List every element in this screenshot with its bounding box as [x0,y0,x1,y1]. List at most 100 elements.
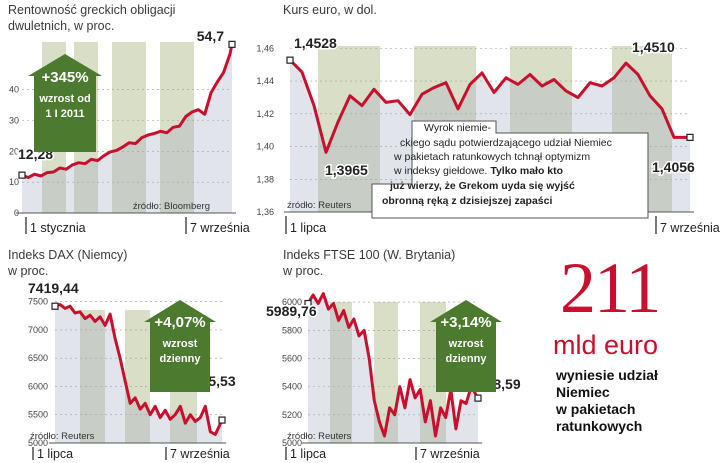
eur-value-label: 1,4528 [294,35,337,51]
bonds-badge-text: 1 I 2011 [45,108,84,120]
dax-title-line: Indeks DAX (Niemcy) [8,248,128,262]
eur-x-label: 1 lipca [290,221,326,235]
eur-y-tick-label: 1,36 [256,207,274,217]
dax-y-tick-label: 6500 [28,353,48,363]
bonds-source-label: źródło: Bloomberg [133,201,210,212]
eur-note-text: w indeksy giełdowe. [393,165,490,177]
ftse-endpoint-marker [304,299,312,308]
ftse-growth-arrow-icon [430,300,502,392]
eur-y-tick-label: 1,44 [256,76,274,86]
bonds-growth-arrow-icon [28,54,102,152]
highlight-number: 211 [560,248,661,328]
eur-chart-title: Kurs euro, w dol. [283,2,377,18]
highlight-unit: mld euro [553,330,659,360]
bonds-badge-text: wzrost od [38,93,90,105]
eur-endpoint-marker [686,133,694,141]
dax-background-band [125,310,150,443]
ftse-x-label: 7 września [420,447,480,461]
bonds-y-tick-label: 30 [9,116,19,126]
bonds-x-label: 1 stycznia [30,221,86,235]
highlight-description-line: ratunkowych [556,418,643,434]
eur-note-text: obronną ręką z dzisiejszej zapaści [382,195,552,207]
dax-badge-text: +4,07% [154,314,205,331]
eur-background-band [318,46,380,212]
eur-note-box [371,120,649,219]
eur-value-label: 1,4056 [652,159,695,175]
eur-note-line: w pakietach ratunkowych tchnął optymizm [393,151,590,163]
dax-endpoint-marker [218,416,226,424]
bonds-endpoint-marker [18,171,26,179]
eur-x-label: 7 września [660,221,720,235]
ftse-endpoint-marker [474,394,482,402]
dax-y-tick-label: 7000 [28,325,48,335]
dax-chart-title: Indeks DAX (Niemcy) w proc. [8,247,127,279]
eur-value-label: 1,4510 [632,39,675,55]
dax-y-tick-label: 5000 [28,438,48,448]
bonds-chart-title: Rentowność greckich obligacji dwuletnich… [8,2,175,34]
eur-y-tick-label: 1,38 [256,174,274,184]
bonds-series-area [22,44,232,213]
ftse-value-label: 5989,76 [266,303,317,319]
dax-title-line: w proc. [8,264,49,278]
eur-y-tick-label: 1,46 [256,43,274,53]
ftse-source-label: źródło: Reuters [287,431,352,442]
highlight-description-line: Niemiec [556,384,610,400]
ftse-series-area [308,293,478,443]
dax-source-label: źródło: Reuters [30,431,95,442]
ftse-y-tick-label: 5200 [282,410,302,420]
bonds-y-tick-label: 10 [9,177,19,187]
eur-note-line: Wyrok niemie- [424,122,492,134]
bonds-value-label: 54,7 [197,28,224,44]
eur-y-tick-label: 1,42 [256,109,274,119]
bonds-background-band [112,42,146,213]
bonds-badge-text: +345% [41,69,88,86]
highlight-description: wyniesie udział Niemiec w pakietach ratu… [556,367,716,435]
ftse-background-band [330,302,352,443]
ftse-badge-text: wzrost [448,338,484,350]
dax-x-label: 1 lipca [37,447,73,461]
eur-series-line [288,59,690,154]
dax-x-label: 7 września [170,447,230,461]
bonds-y-tick-label: 20 [9,146,19,156]
dax-y-tick-label: 5500 [28,410,48,420]
eur-value-label: 1,3965 [325,162,368,178]
eur-note-text: Tylko mało kto [490,165,563,177]
highlight-description-line: w pakietach [556,401,636,417]
eur-note-text: Wyrok niemie- [424,122,492,134]
bonds-y-tick-label: 40 [9,85,19,95]
ftse-badge-text: dzienny [446,353,488,365]
highlight-description-line: wyniesie udział [556,367,658,383]
bonds-title-line: dwuletnich, w proc. [8,19,115,33]
eur-note-text: ckiego sądu potwierdzającego udział Niem… [400,137,612,149]
ftse-title-line: Indeks FTSE 100 (W. Brytania) [283,248,456,262]
dax-endpoint-marker [51,302,59,310]
dax-growth-arrow-icon [144,300,216,392]
ftse-y-tick-label: 5600 [282,353,302,363]
bonds-title-line: Rentowność greckich obligacji [8,3,176,17]
eur-note-text: w pakietach ratunkowych tchnął optymizm [393,151,590,163]
eur-note-text: już wierzy, że Grekom uyda się wyjść [389,180,575,192]
dax-background-band [80,310,105,443]
dax-y-tick-label: 7500 [28,297,48,307]
dax-series-line [54,303,224,436]
dax-badge-text: dzienny [160,353,202,365]
eur-note-line: w indeksy giełdowe. Tylko mało kto [393,165,563,177]
ftse-x-label: 1 lipca [290,447,326,461]
ftse-title-line: w proc. [283,264,324,278]
eur-note-line: już wierzy, że Grekom uyda się wyjść [389,180,575,192]
eur-y-tick-label: 1,40 [256,142,274,152]
eur-title-line: Kurs euro, w dol. [283,3,377,17]
eur-note-line: ckiego sądu potwierdzającego udział Niem… [400,137,612,149]
eur-endpoint-marker [286,56,294,64]
dax-value-label: 7419,44 [28,280,79,296]
ftse-y-tick-label: 6000 [282,297,302,307]
eur-source-label: źródło: Reuters [287,200,352,211]
bonds-series-line [21,43,234,179]
bonds-x-label: 7 września [190,221,250,235]
eur-note-line: obronną ręką z dzisiejszej zapaści [382,195,552,207]
bonds-endpoint-marker [228,40,236,48]
ftse-y-tick-label: 5400 [282,382,302,392]
ftse-chart-title: Indeks FTSE 100 (W. Brytania) w proc. [283,247,455,279]
dax-y-tick-label: 6000 [28,381,48,391]
